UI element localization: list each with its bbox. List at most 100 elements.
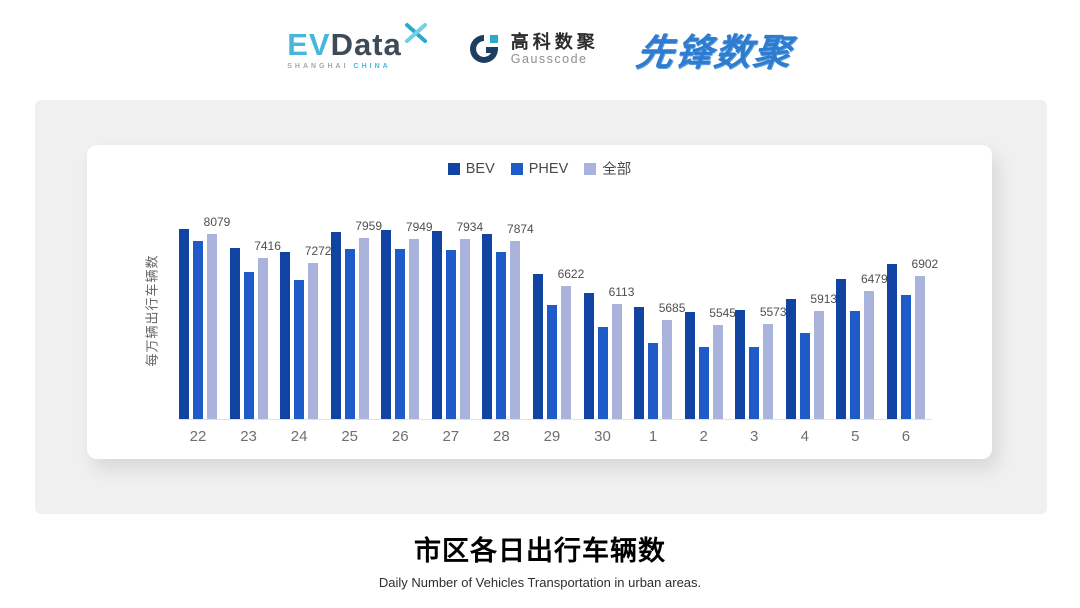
value-label-29: 6622: [557, 267, 585, 282]
bar-phev-4[interactable]: [799, 332, 810, 419]
evdata-ev-text: EV: [287, 26, 331, 62]
bar-group-28: 7874 28: [482, 145, 534, 445]
bar-phev-23[interactable]: [243, 272, 254, 419]
bar-bev-26[interactable]: [381, 230, 392, 419]
bar-group-27: 7934 27: [431, 145, 483, 445]
bar-bev-2[interactable]: [684, 312, 695, 419]
bar-group-3: 5573 3: [735, 145, 787, 445]
evdata-x-icon: [404, 22, 427, 43]
page-subtitle: Daily Number of Vehicles Transportation …: [378, 575, 702, 590]
bar-phev-28[interactable]: [496, 252, 507, 419]
value-label-3: 5573: [759, 304, 787, 319]
logo-gausscode: 高科数聚 Gausscode: [466, 31, 599, 67]
bar-phev-30[interactable]: [597, 326, 608, 419]
chart-panel: BEV PHEV 全部 每万辆出行车辆数 8079 22 7416 23 7272 24 795…: [35, 100, 1047, 514]
x-tick-26: 26: [391, 428, 409, 445]
value-label-6: 6902: [911, 257, 939, 272]
bar-bev-4[interactable]: [785, 299, 796, 419]
bar-全部-6[interactable]: [914, 276, 925, 419]
legend-swatch-icon: [510, 162, 523, 175]
bar-bev-22[interactable]: [179, 228, 189, 419]
legend-label: PHEV: [528, 160, 569, 177]
bar-group-29: 6622 29: [532, 145, 584, 445]
legend-swatch-icon: [584, 162, 597, 175]
bar-phev-1[interactable]: [648, 343, 659, 419]
chart-card: BEV PHEV 全部 每万辆出行车辆数 8079 22 7416 23 7272 24 795…: [87, 145, 992, 459]
bar-group-2: 5545 2: [684, 145, 736, 445]
legend-item-bev[interactable]: BEV: [447, 160, 495, 177]
bar-bev-6[interactable]: [886, 264, 897, 419]
legend-item-全部[interactable]: 全部: [584, 158, 631, 179]
value-label-1: 5685: [658, 300, 686, 315]
x-tick-6: 6: [901, 428, 911, 445]
bar-bev-28[interactable]: [482, 234, 493, 419]
bar-group-4: 5913 4: [785, 145, 837, 445]
evdata-subtitle: SHANGHAI CHINA: [287, 62, 391, 70]
bar-全部-26[interactable]: [409, 238, 420, 419]
bar-bev-3[interactable]: [735, 310, 746, 419]
bar-全部-2[interactable]: [712, 324, 723, 419]
x-tick-3: 3: [750, 428, 759, 445]
bar-bev-29[interactable]: [532, 274, 543, 419]
bar-group-5: 6479 5: [836, 145, 888, 445]
legend-item-phev[interactable]: PHEV: [510, 160, 569, 177]
bar-全部-22[interactable]: [207, 234, 217, 419]
bar-全部-3[interactable]: [763, 323, 774, 419]
bar-phev-2[interactable]: [698, 347, 709, 419]
legend-swatch-icon: [447, 162, 460, 175]
bar-phev-6[interactable]: [900, 295, 911, 419]
plot-area: 8079 22 7416 23 7272 24 7959 25 7949 26 7934 27 7874…: [179, 145, 938, 445]
page-title: 市区各日出行车辆数: [414, 536, 666, 566]
bar-全部-27[interactable]: [459, 239, 470, 419]
bar-bev-23[interactable]: [229, 248, 240, 419]
bar-bev-30[interactable]: [583, 292, 594, 419]
x-tick-28: 28: [493, 428, 510, 445]
x-tick-23: 23: [240, 428, 257, 445]
bar-bev-27[interactable]: [431, 230, 442, 419]
bar-phev-27[interactable]: [445, 249, 456, 419]
value-label-26: 7949: [405, 219, 433, 234]
value-label-22: 8079: [203, 215, 231, 229]
header: EV Data SHANGHAI CHINA 高科数聚 Gausscode 先锋数…: [0, 14, 1080, 84]
bar-phev-25[interactable]: [344, 249, 355, 419]
bar-全部-25[interactable]: [358, 238, 369, 419]
bar-bev-24[interactable]: [280, 251, 291, 419]
bar-全部-30[interactable]: [611, 304, 622, 419]
bar-group-6: 6902 6: [886, 145, 938, 445]
chart-legend: BEV PHEV 全部: [87, 158, 992, 179]
x-tick-5: 5: [851, 428, 860, 445]
x-tick-1: 1: [648, 428, 658, 445]
x-tick-2: 2: [699, 428, 708, 445]
bar-phev-24[interactable]: [294, 280, 305, 419]
bar-phev-29[interactable]: [546, 304, 557, 419]
value-label-5: 6479: [860, 272, 888, 287]
bar-phev-5[interactable]: [850, 311, 861, 419]
bar-group-26: 7949 26: [381, 145, 433, 445]
value-label-30: 6113: [608, 285, 635, 300]
x-tick-22: 22: [189, 428, 207, 445]
bar-全部-1[interactable]: [662, 319, 673, 419]
bar-全部-23[interactable]: [257, 257, 268, 419]
bar-group-30: 6113 30: [583, 145, 634, 445]
caption-block: 市区各日出行车辆数 Daily Number of Vehicles Trans…: [0, 529, 1080, 590]
value-label-4: 5913: [810, 292, 838, 307]
x-tick-25: 25: [341, 428, 359, 445]
bar-group-25: 7959 25: [330, 145, 382, 445]
bar-bev-25[interactable]: [330, 231, 341, 419]
legend-label: 全部: [602, 162, 632, 178]
bar-phev-3[interactable]: [749, 347, 760, 419]
legend-label: BEV: [465, 160, 495, 177]
bar-phev-26[interactable]: [395, 248, 406, 419]
gausscode-cn-text: 高科数聚: [510, 31, 599, 52]
bar-全部-4[interactable]: [813, 311, 824, 419]
bar-bev-5[interactable]: [836, 279, 847, 419]
bar-bev-1[interactable]: [634, 306, 645, 419]
x-tick-4: 4: [800, 428, 809, 445]
bar-全部-5[interactable]: [864, 291, 875, 419]
bar-phev-22[interactable]: [193, 240, 203, 419]
bar-全部-29[interactable]: [560, 286, 571, 419]
bar-全部-28[interactable]: [510, 241, 521, 419]
x-tick-29: 29: [543, 428, 561, 445]
logo-pioneer: 先锋数聚: [633, 32, 796, 73]
bar-全部-24[interactable]: [308, 262, 319, 419]
